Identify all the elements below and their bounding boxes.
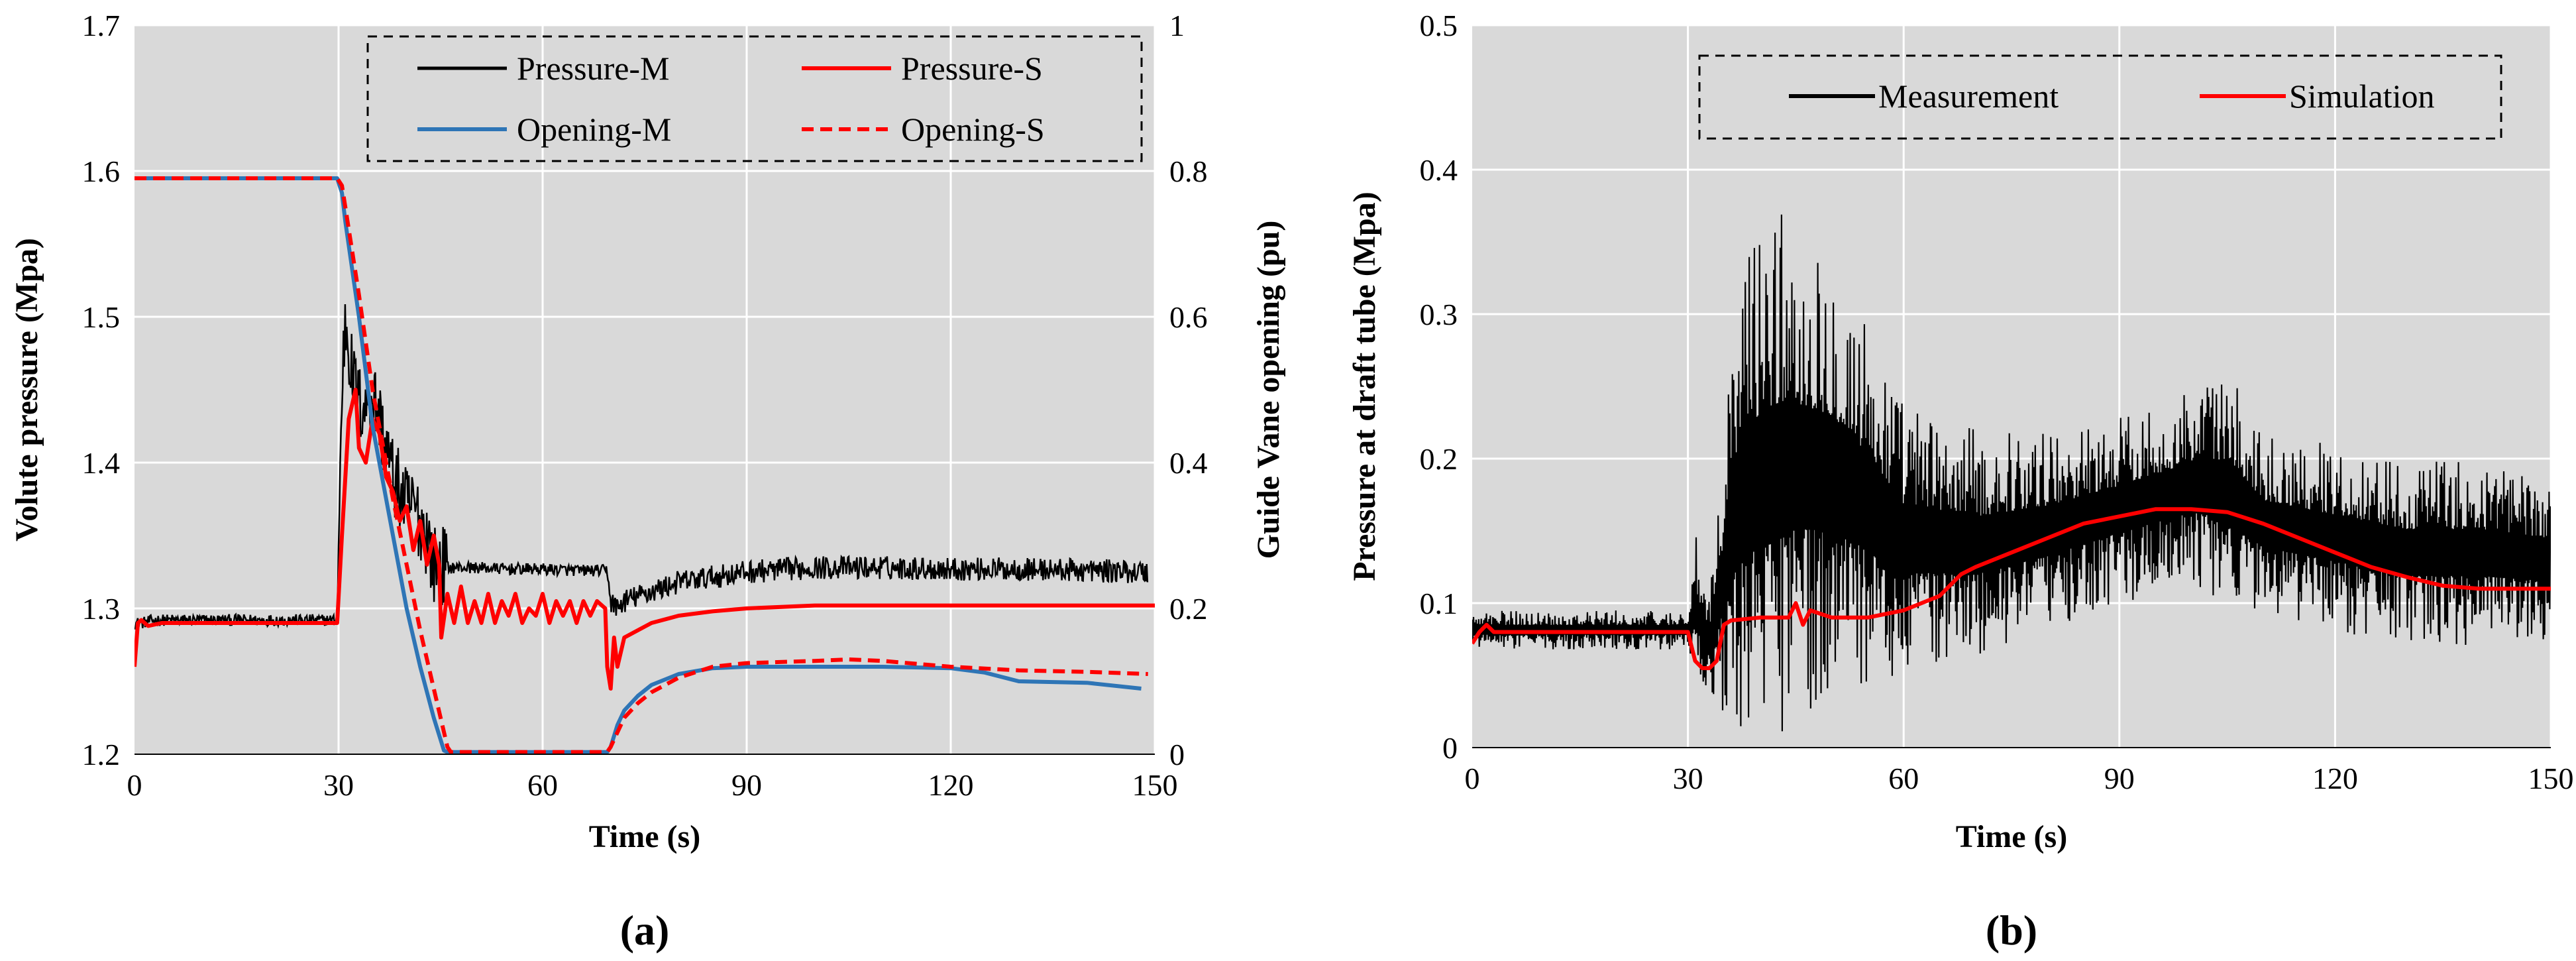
- legend-a: Pressure-M Pressure-S Opening-M Opening-…: [366, 35, 1143, 162]
- legend-box-a: [366, 35, 1143, 162]
- y-tick-label: 1.7: [82, 9, 121, 42]
- x-ticks-b: 0 30 60 90 120 150: [1465, 762, 2574, 795]
- y-tick-label: 1.3: [82, 592, 121, 626]
- y-tick-label: 0.2: [1420, 442, 1458, 476]
- y2-axis-label-a: Guide Vane opening (pu): [1251, 221, 1286, 559]
- series-a: [134, 176, 1155, 754]
- y-ticks-a: 1.2 1.3 1.4 1.5 1.6 1.7: [82, 9, 121, 771]
- x-ticks-a: 0 30 60 90 120 150: [127, 768, 1178, 802]
- x-tick-label: 60: [1888, 762, 1919, 795]
- y2-tick-label: 0.8: [1169, 154, 1208, 188]
- legend-box-b: [1698, 54, 2502, 140]
- legend-label-simulation: Simulation: [2289, 78, 2434, 115]
- x-axis-label-a: Time (s): [589, 819, 700, 854]
- series-line-measurement: [1472, 214, 2551, 732]
- x-tick-label: 150: [1132, 768, 1178, 802]
- x-tick-label: 60: [527, 768, 558, 802]
- legend-label-pressure-s: Pressure-S: [901, 50, 1043, 87]
- y-tick-label: 1.6: [82, 154, 121, 188]
- panel-a: 0 30 60 90 120 150 1.2 1.3 1.4 1.5 1.6 1.7 0 0.2 0.4…: [9, 9, 1286, 954]
- plot-area-a: [134, 25, 1155, 754]
- y-tick-label: 1.4: [82, 446, 121, 480]
- y-axis-label-a: Volute pressure (Mpa): [9, 238, 44, 541]
- y-ticks-b: 0 0.1 0.2 0.3 0.4 0.5: [1420, 9, 1458, 765]
- y2-tick-label: 1: [1169, 9, 1185, 42]
- y-axis-label-b: Pressure at draft tube (Mpa): [1347, 192, 1382, 581]
- legend-label-measurement: Measurement: [1878, 78, 2059, 115]
- x-tick-label: 30: [1673, 762, 1703, 795]
- panel-b: 0 30 60 90 120 150 00.10.20.30.40.5 Time (s) …: [1347, 9, 2574, 954]
- x-tick-label: 90: [731, 768, 762, 802]
- y-tick-label: 0.3: [1420, 298, 1458, 331]
- y-tick-label: 0.5: [1420, 9, 1458, 42]
- y2-tick-label: 0.4: [1169, 446, 1208, 480]
- series-line-simulation: [1472, 507, 2551, 671]
- x-tick-label: 30: [323, 768, 354, 802]
- series-b: [1472, 214, 2551, 732]
- panel-caption-b: (b): [1986, 907, 2037, 954]
- x-tick-label: 120: [928, 768, 974, 802]
- x-tick-label: 120: [2312, 762, 2358, 795]
- series-line-pressure-s: [134, 388, 1155, 691]
- y-tick-label: 1.5: [82, 300, 121, 334]
- grid-a: [134, 24, 1156, 754]
- legend-b: Measurement Simulation: [1698, 54, 2502, 140]
- series-line-opening-m: [134, 176, 1142, 754]
- x-tick-label: 0: [1465, 762, 1480, 795]
- y-tick-label: 1.2: [82, 738, 121, 771]
- grid-b: [1472, 24, 2552, 748]
- x-tick-label: 150: [2528, 762, 2574, 795]
- y2-tick-label: 0.6: [1169, 300, 1208, 334]
- y2-tick-label: 0: [1169, 738, 1185, 771]
- legend-label-pressure-m: Pressure-M: [517, 50, 670, 87]
- panel-caption-a: (a): [620, 907, 670, 954]
- y2-tick-label: 0.2: [1169, 592, 1208, 626]
- legend-label-opening-s: Opening-S: [901, 111, 1045, 148]
- legend-label-opening-m: Opening-M: [517, 111, 671, 148]
- y2-ticks-a: 0 0.2 0.4 0.6 0.8 1: [1169, 9, 1208, 771]
- y-tick-label: 0: [1442, 731, 1458, 765]
- y-tick-label: 0.4: [1420, 153, 1458, 187]
- x-axis-label-b: Time (s): [1956, 819, 2067, 854]
- x-tick-label: 0: [127, 768, 142, 802]
- x-tick-label: 90: [2104, 762, 2135, 795]
- y-tick-label: 0.1: [1420, 587, 1458, 620]
